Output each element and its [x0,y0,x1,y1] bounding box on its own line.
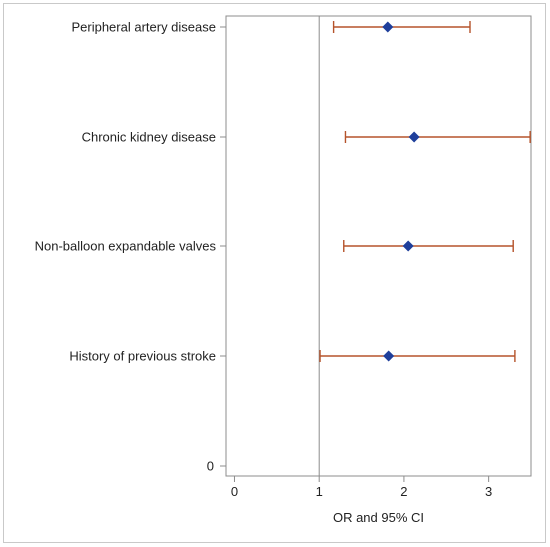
chart-frame [3,3,546,543]
estimate-marker [383,350,395,362]
y-category-label: Peripheral artery disease [71,20,216,35]
estimate-marker [408,131,420,143]
x-axis: 0 1 2 3 [231,476,492,499]
x-tick-label: 1 [316,484,323,499]
estimate-marker [402,240,414,252]
y-category-label: History of previous stroke [69,349,216,364]
x-tick-label: 0 [231,484,238,499]
x-tick-label: 2 [400,484,407,499]
estimate-marker [382,21,394,33]
y-axis: Peripheral artery disease Chronic kidney … [35,20,226,467]
y-category-label: Non-balloon expandable valves [35,239,217,254]
y-tick-label-zero: 0 [207,459,214,474]
x-tick-label: 3 [485,484,492,499]
y-category-label: Chronic kidney disease [82,130,216,145]
data-marks [319,21,531,362]
x-axis-title: OR and 95% CI [333,510,424,525]
